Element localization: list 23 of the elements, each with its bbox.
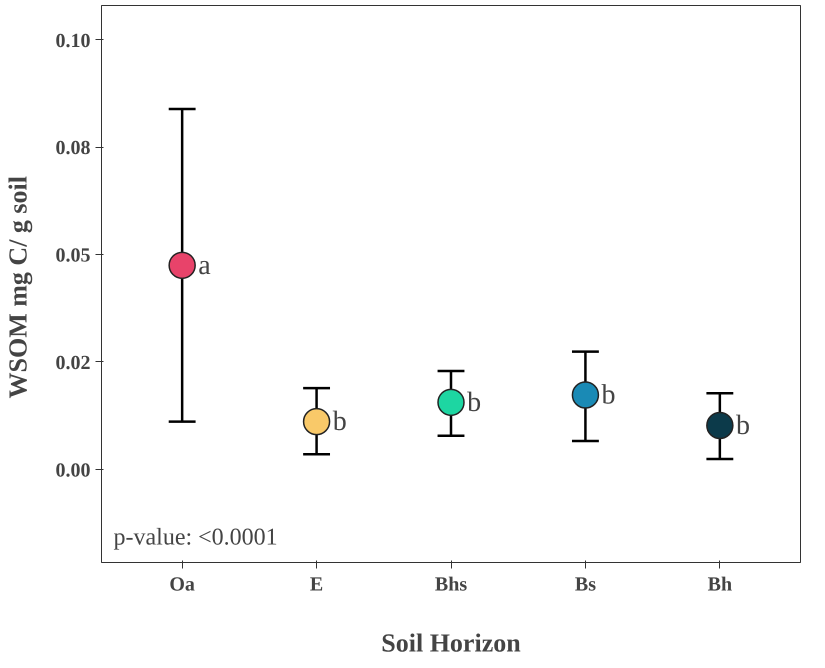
point [572,381,600,409]
point [706,412,734,440]
x-axis-title: Soil Horizon [381,628,522,658]
annotation: b [467,386,482,418]
y-tick-label: 0.05 [56,244,90,267]
point [168,252,196,280]
x-tick-label: Oa [169,574,195,596]
annotation: b [602,380,616,411]
y-tick-label: 0.08 [56,137,90,160]
x-tick-label: Bh [708,574,732,596]
annotation: b [736,410,750,442]
x-tick-label: E [310,574,324,596]
y-tick-label: 0.02 [56,352,90,374]
x-tick-label: Bs [574,574,596,596]
y-tick-label: 0.00 [56,459,90,482]
annotation: a [198,250,212,281]
point [302,408,330,436]
x-tick-label: Bhs [434,574,468,596]
y-axis-title: WSOM mg C/ g soil [4,176,32,398]
point [437,388,465,416]
annotation: b [332,406,347,438]
y-tick-label: 0.10 [56,30,90,52]
annotation: p-value: <0.0001 [114,524,278,550]
